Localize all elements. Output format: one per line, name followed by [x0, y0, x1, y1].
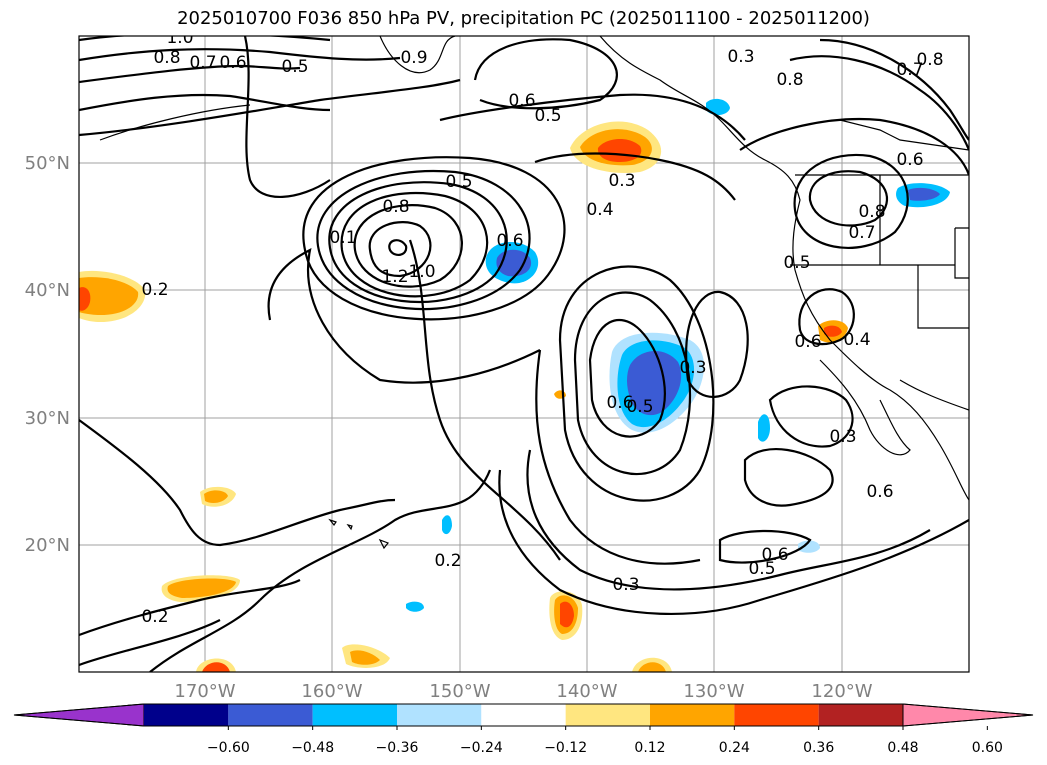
colorbar-segment: [650, 704, 735, 726]
coastlines: [99, 36, 969, 550]
contour-label: 0.9: [400, 48, 427, 68]
contour-label: 0.8: [916, 50, 943, 70]
contour-label: 0.8: [382, 197, 409, 217]
colorbar-segment: [397, 704, 482, 726]
contour-label: 0.6: [606, 393, 633, 413]
lat-label: 20°N: [25, 535, 70, 556]
contour-label: 0.5: [748, 559, 775, 579]
colorbar-segment: [818, 704, 903, 726]
colorbar-tick-label: −0.12: [544, 740, 587, 756]
lat-label: 40°N: [25, 280, 70, 301]
contour-label: 0.7: [848, 223, 875, 243]
contour-label: 0.5: [281, 57, 308, 77]
colorbar-tick-label: 0.60: [972, 740, 1003, 756]
colorbar-tick-label: 0.24: [719, 740, 750, 756]
contour-label: 0.6: [794, 332, 821, 352]
colorbar-tick-label: −0.48: [291, 740, 334, 756]
contour-label: 0.4: [843, 330, 870, 350]
contour-label: 0.5: [445, 172, 472, 192]
colorbar-segment: [734, 704, 819, 726]
contour-label: 0.6: [896, 150, 923, 170]
colorbar-extension-low: [13, 703, 145, 727]
contour-label: 0.2: [141, 280, 168, 300]
longitude-labels: 170°W 160°W 150°W 140°W 130°W 120°W: [174, 681, 872, 702]
contour-label: 0.2: [434, 551, 461, 571]
contour-label: 0.6: [496, 231, 523, 251]
contour-label: 0.5: [626, 397, 653, 417]
lon-label: 120°W: [811, 681, 872, 702]
contour-label: 0.2: [141, 607, 168, 627]
contour-label: 0.8: [776, 70, 803, 90]
colorbar-tick-label: 0.48: [887, 740, 918, 756]
colorbar-tick-label: −0.36: [376, 740, 419, 756]
contour-labels: 1.0 0.8 0.7 0.6 0.5 0.9 0.3 0.8 0.7 0.8 …: [141, 28, 943, 627]
contour-label: 0.6: [508, 91, 535, 111]
contour-label: 0.6: [866, 482, 893, 502]
contour-label: 0.8: [153, 48, 180, 68]
colorbar-tick-label: 0.36: [803, 740, 834, 756]
contour-label: 0.6: [761, 545, 788, 565]
lon-label: 160°W: [301, 681, 362, 702]
latitude-labels: 50°N 40°N 30°N 20°N: [25, 153, 70, 556]
lat-label: 30°N: [25, 408, 70, 429]
lon-label: 170°W: [174, 681, 235, 702]
contour-label: 0.7: [189, 53, 216, 73]
colorbar-segment: [312, 704, 397, 726]
colorbar: −0.60 −0.48 −0.36 −0.24 −0.12 0.12 0.24 0.36 0.4…: [13, 703, 1034, 756]
contour-label: 0.8: [858, 202, 885, 222]
colorbar-tick-label: 0.12: [634, 740, 665, 756]
contour-label: 0.6: [219, 53, 246, 73]
contour-label: 0.3: [829, 427, 856, 447]
colorbar-extension-high: [902, 703, 1034, 727]
lat-label: 50°N: [25, 153, 70, 174]
contour-label: 1.0: [408, 262, 435, 282]
lon-label: 130°W: [683, 681, 744, 702]
colorbar-tick-label: −0.24: [460, 740, 503, 756]
contour-label: 0.3: [608, 171, 635, 191]
lon-label: 140°W: [556, 681, 617, 702]
colorbar-segment: [144, 704, 229, 726]
contour-label: 0.5: [783, 253, 810, 273]
contour-label: 0.1: [329, 228, 356, 248]
colorbar-outline: [13, 703, 1034, 727]
contour-label: 0.3: [679, 358, 706, 378]
map-frame: [78, 35, 970, 673]
contour-label: 0.3: [727, 47, 754, 67]
contour-label: 0.3: [612, 575, 639, 595]
map-title: 2025010700 F036 850 hPa PV, precipitatio…: [177, 8, 870, 29]
colorbar-segment: [228, 704, 313, 726]
colorbar-segment: [565, 704, 650, 726]
colorbar-tick-label: −0.60: [207, 740, 250, 756]
pv-contours: [79, 36, 969, 672]
lon-label: 150°W: [429, 681, 490, 702]
contour-label: 1.2: [381, 267, 408, 287]
contour-label: 0.5: [534, 106, 561, 126]
colorbar-segment: [481, 704, 566, 726]
contour-label: 0.4: [586, 200, 613, 220]
precip-shading: [79, 98, 950, 672]
contour-label: 0.7: [896, 60, 923, 80]
contour-label: 1.0: [166, 28, 193, 48]
